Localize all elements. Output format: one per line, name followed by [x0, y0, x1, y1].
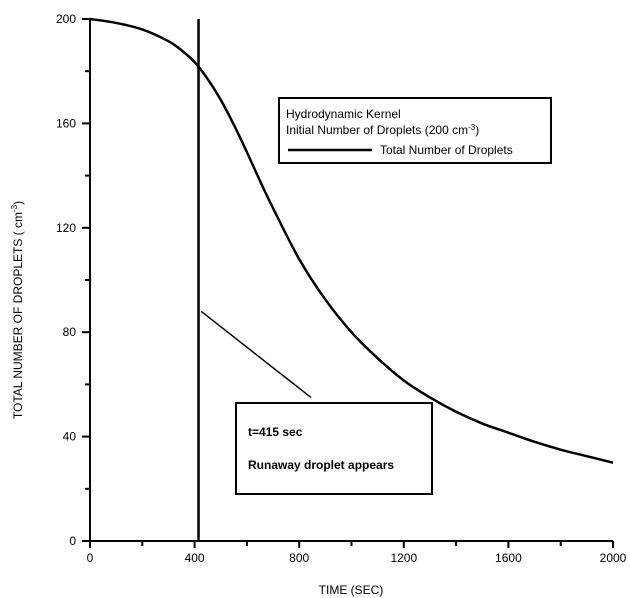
- legend-initial-main: Initial Number of Droplets (200 cm: [286, 123, 468, 137]
- legend-line-initial: Initial Number of Droplets (200 cm-3): [286, 123, 479, 137]
- ticks: 0 400 800 1200 1600 2000 0 40 80 120 160 200: [56, 12, 627, 565]
- y-tick-label: 120: [56, 221, 76, 235]
- legend-initial-sup: -3: [468, 123, 476, 132]
- y-tick-label: 80: [63, 325, 77, 339]
- annotation-time: t=415 sec: [248, 425, 303, 439]
- legend-series-label: Total Number of Droplets: [380, 143, 513, 157]
- annotation-box: [235, 402, 433, 495]
- y-tick-label: 160: [56, 116, 76, 130]
- y-axis-title-main: TOTAL NUMBER OF DROPLETS ( cm: [11, 212, 25, 419]
- legend-initial-end: ): [475, 123, 479, 137]
- series-line-total-droplets: [89, 17, 614, 464]
- y-tick-label: 0: [69, 534, 76, 548]
- x-tick-label: 0: [87, 551, 94, 565]
- y-axis-title-end: ): [11, 201, 25, 205]
- annotation: t=415 sec Runaway droplet appears: [200, 310, 433, 495]
- x-tick-label: 1200: [390, 551, 417, 565]
- legend-box: [278, 97, 552, 164]
- x-tick-label: 400: [185, 551, 205, 565]
- y-tick-label: 40: [63, 430, 77, 444]
- x-tick-label: 800: [289, 551, 309, 565]
- y-tick-label: 200: [56, 12, 76, 26]
- annotation-pointer: [200, 310, 312, 399]
- legend: Hydrodynamic Kernel Initial Number of Dr…: [278, 97, 552, 164]
- legend-line-kernel: Hydrodynamic Kernel: [286, 107, 401, 121]
- series-layer: [89, 17, 614, 541]
- annotation-description: Runaway droplet appears: [248, 458, 394, 472]
- y-axis-title: TOTAL NUMBER OF DROPLETS ( cm-3): [10, 201, 25, 419]
- x-tick-label: 2000: [600, 551, 627, 565]
- x-tick-label: 1600: [495, 551, 522, 565]
- x-axis-title: TIME (SEC): [319, 583, 384, 597]
- y-axis-title-sup: -3: [10, 204, 19, 212]
